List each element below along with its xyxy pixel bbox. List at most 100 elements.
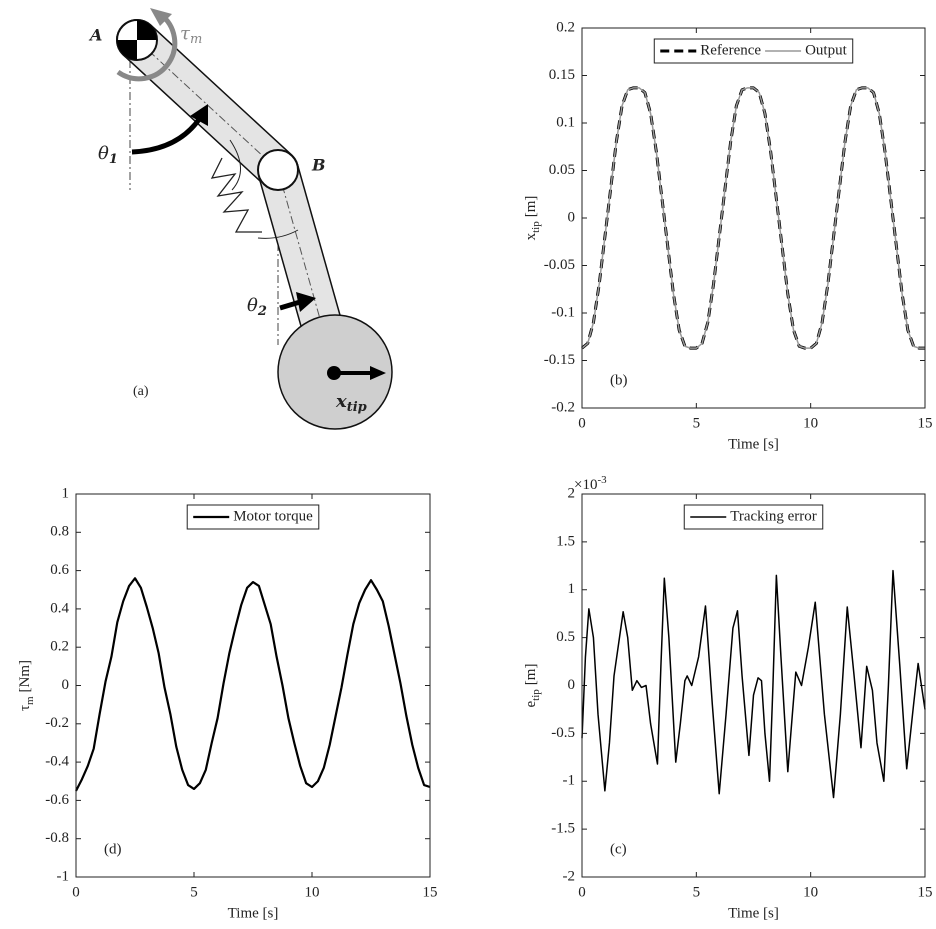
angle-arc (229, 139, 241, 191)
tau-label: τm (180, 23, 202, 47)
y-axis-subscript: tip (530, 221, 542, 233)
x-tick-label: 0 (578, 415, 586, 431)
label-a: A (88, 26, 102, 45)
center-line (277, 169, 336, 373)
y-tick-label: -0.8 (45, 830, 69, 846)
series-line (75, 577, 431, 792)
y-tick-label: 0.6 (50, 562, 69, 578)
y-tick-label: -0.05 (544, 257, 575, 273)
chart-panel: -0.2 -0.15 -0.1 -0.05 0 0.05 0.1 0.15 0.2 0 5 10 15 T… (523, 19, 932, 452)
plot-area (76, 494, 430, 877)
theta1-symbol: θ (98, 143, 109, 164)
y-axis-subscript: m (24, 696, 36, 705)
angle-arc (257, 229, 299, 239)
plot-frame (581, 27, 926, 409)
legend: Tracking error (683, 504, 824, 530)
x-tick-label: 10 (803, 884, 818, 900)
tau-symbol: τ (180, 23, 191, 44)
y-axis-unit: [Nm] (17, 660, 33, 693)
xtip-label: xtip (335, 391, 367, 415)
x-tick-label: 0 (578, 884, 586, 900)
theta2-label: θ2 (247, 295, 267, 319)
xtip-symbol: x (335, 391, 347, 412)
joint-b (257, 149, 299, 191)
y-tick-label: 0 (568, 677, 576, 693)
x-tick-label: 5 (190, 884, 198, 900)
y-tick-label: 1.5 (556, 533, 575, 549)
theta1-label: θ1 (98, 143, 118, 167)
legend: Reference Output (653, 38, 854, 64)
panel-label: (b) (610, 372, 628, 388)
y-tick-label: 0 (62, 677, 70, 693)
theta2-symbol: θ (247, 295, 258, 316)
spring (210, 157, 262, 233)
y-tick-label: -1.5 (551, 821, 575, 837)
y-tick-label: 0.1 (556, 114, 575, 130)
legend-label: Tracking error (730, 508, 817, 524)
y-axis-symbol: τ (17, 705, 33, 711)
x-tick-label: 10 (305, 884, 320, 900)
y-tick-label: -1 (563, 773, 576, 789)
axis-multiplier: ×10-3 (574, 474, 607, 494)
theta1-subscript: 1 (109, 152, 118, 167)
plot-area (582, 28, 925, 408)
plot-area (582, 494, 925, 877)
y-tick-label: -1 (57, 868, 70, 884)
x-tick-label: 5 (693, 415, 701, 431)
tau-subscript: m (190, 32, 202, 47)
y-tick-label: -0.2 (551, 399, 575, 415)
label-b: B (311, 156, 326, 175)
joint-a-quadrant (117, 40, 137, 60)
y-tick-label: -0.6 (45, 792, 69, 808)
chart-panel: -2 -1.5 -1 -0.5 0 0.5 1 1.5 2 0 5 10 15 Time [s] etip [… (523, 474, 932, 922)
theta2-arrowhead (296, 292, 316, 312)
x-tick-label: 0 (72, 884, 80, 900)
tip-point (327, 366, 341, 380)
y-tick-label: -0.1 (551, 304, 575, 320)
y-tick-label: 0 (568, 209, 576, 225)
theta2-subscript: 2 (257, 304, 267, 319)
y-tick-label: 0.2 (50, 639, 69, 655)
torque-arrowhead (150, 8, 172, 26)
y-axis-symbol: e (523, 700, 539, 707)
x-tick-label: 5 (693, 884, 701, 900)
y-axis-unit: [m] (523, 196, 539, 218)
theta1-arrow (131, 116, 203, 155)
x-axis-label: Time [s] (728, 436, 779, 452)
y-tick-label: 2 (568, 485, 576, 501)
x-axis-label: Time [s] (728, 905, 779, 921)
y-axis-label: etip [m] (523, 664, 541, 708)
y-axis-unit: [m] (523, 664, 539, 686)
y-tick-label: 0.4 (50, 600, 69, 616)
y-tick-label: 0.2 (556, 19, 575, 35)
y-tick-label: -0.4 (45, 754, 69, 770)
theta1-arrowhead (190, 104, 208, 126)
y-tick-label: 0.05 (549, 162, 575, 178)
y-tick-label: 0.8 (50, 524, 69, 540)
joint-a-quadrant (137, 20, 157, 40)
y-axis-label: xtip [m] (523, 196, 541, 241)
y-tick-label: -2 (563, 868, 576, 884)
multiplier-base: ×10 (574, 477, 597, 493)
legend-label: Output (805, 42, 848, 58)
panel-label: (c) (610, 841, 627, 857)
x-tick-label: 15 (423, 884, 438, 900)
legend-frame (683, 504, 824, 530)
plot-frame (581, 493, 926, 878)
legend-frame (653, 38, 854, 64)
theta2-arrow (279, 299, 301, 311)
x-tick-label: 10 (803, 415, 818, 431)
chart-panel: -1-0.8-0.6-0.4-0.200.20.40.60.810 5 10 15Ti… (17, 485, 437, 921)
y-axis-label: τm [Nm] (17, 660, 35, 711)
y-tick-label: -0.5 (551, 725, 575, 741)
tip-arrowhead (370, 366, 386, 380)
y-tick-label: 0.15 (549, 67, 575, 83)
multiplier-exponent: -3 (597, 474, 607, 486)
y-axis-symbol: x (523, 232, 539, 240)
panel-label: (d) (104, 841, 122, 857)
y-tick-label: 0.5 (556, 629, 575, 645)
torque-arrow (116, 11, 178, 82)
legend-label: Motor torque (233, 508, 313, 524)
series-line (581, 569, 926, 799)
panel-label: (a) (133, 384, 149, 399)
